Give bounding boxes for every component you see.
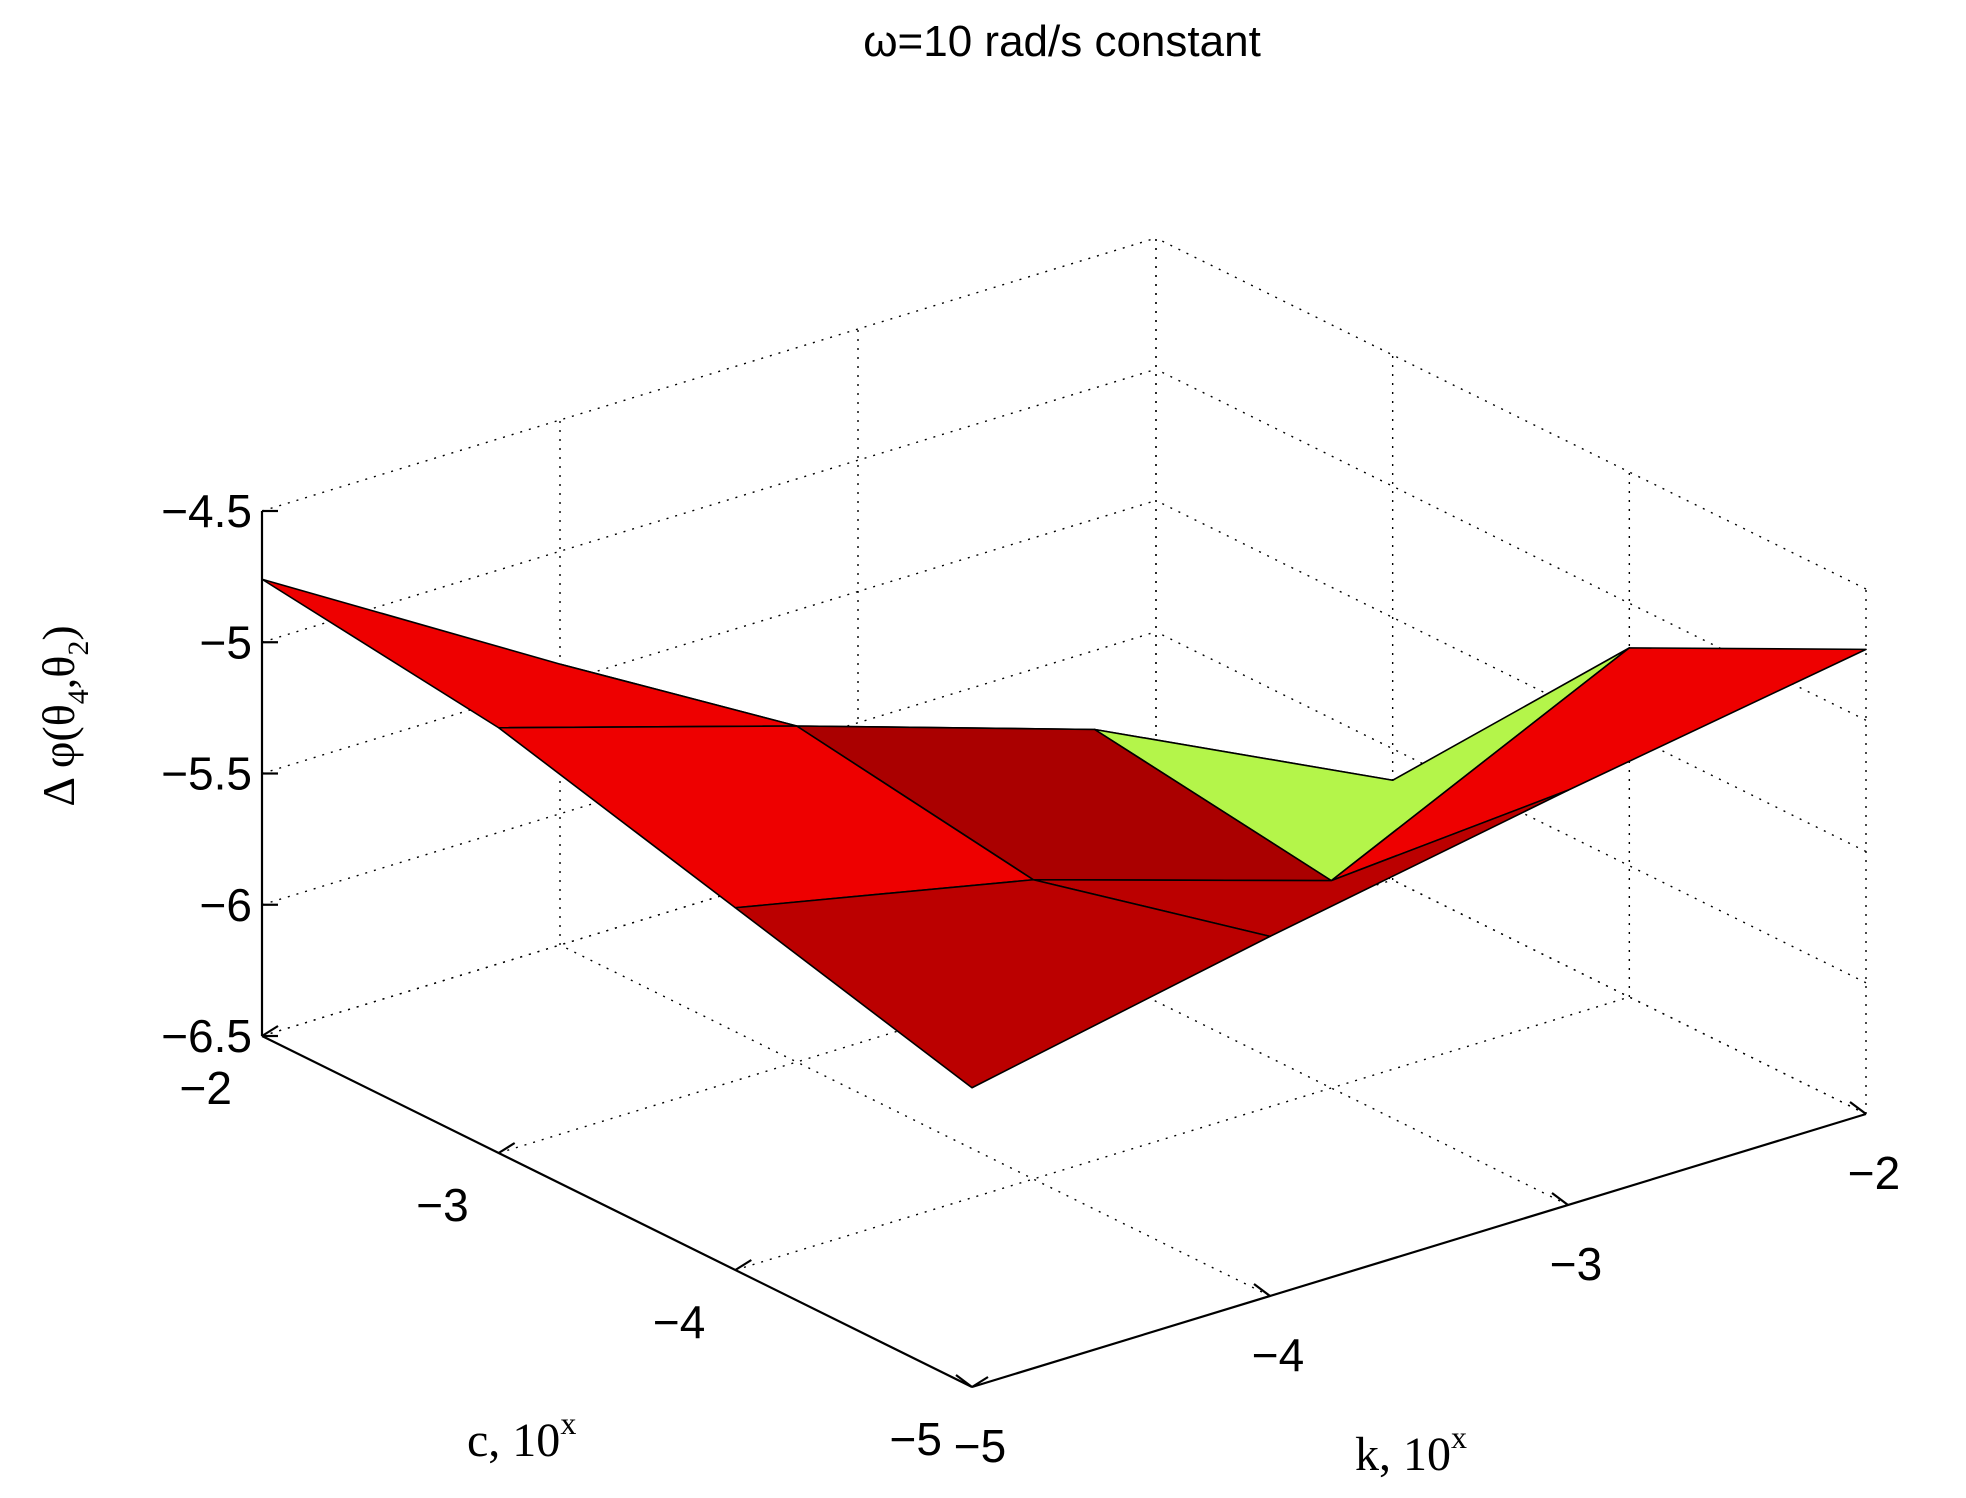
x-tick xyxy=(1551,1192,1569,1206)
x-tick-label: −3 xyxy=(1550,1238,1602,1290)
z-tick-label: −6.5 xyxy=(161,1010,252,1062)
y-axis-label: c, 10x xyxy=(467,1405,576,1467)
y-axis-line xyxy=(261,1035,973,1388)
x-tick-label: −4 xyxy=(1252,1329,1304,1381)
x-tick-label: −5 xyxy=(954,1420,1006,1472)
grid-line-z-side xyxy=(1155,368,1867,721)
z-tick-label: −6 xyxy=(200,879,252,931)
x-axis-label-main: k, 10 xyxy=(1355,1428,1451,1481)
x-tick-label: −2 xyxy=(1848,1147,1900,1199)
z-tick-label: −4.5 xyxy=(161,485,252,537)
y-tick-label: −5 xyxy=(890,1413,942,1465)
y-tick xyxy=(971,1376,989,1388)
x-axis-line xyxy=(971,1112,1867,1389)
grid-line-z-back xyxy=(261,368,1157,643)
x-axis-label: k, 10x xyxy=(1355,1419,1467,1481)
y-tick-label: −4 xyxy=(653,1296,705,1348)
z-tick-label: −5 xyxy=(200,616,252,668)
surface-patch xyxy=(1330,647,1867,882)
x-axis-label-sup: x xyxy=(1451,1419,1467,1455)
z-axis-label-post: ) xyxy=(33,625,84,640)
surface-patch xyxy=(261,578,798,729)
surface-patch xyxy=(734,878,1271,1089)
z-axis-label-sub1: 4 xyxy=(62,689,95,704)
tick-labels: −5−4−3−2−5−4−3−2−6.5−6−5.5−5−4.5 xyxy=(161,485,1900,1472)
grid-line-y-floor xyxy=(735,996,1630,1271)
grid-line-z-side xyxy=(1155,499,1867,853)
grid-line-z-side xyxy=(1155,237,1867,590)
grid-line-z-back xyxy=(261,237,1157,512)
grid-line-x-floor xyxy=(1155,762,1867,1115)
y-tick xyxy=(261,1025,279,1037)
y-axis-label-sup: x xyxy=(560,1405,576,1441)
z-axis-label-sub2: 2 xyxy=(62,641,95,656)
z-axis-label-mid: ,θ xyxy=(33,656,84,690)
surface xyxy=(261,578,1867,1089)
x-tick xyxy=(955,1374,973,1388)
z-tick-label: −5.5 xyxy=(161,748,252,800)
chart-title: ω=10 rad/s constant xyxy=(863,17,1261,66)
z-axis-label: Δ φ(θ4,θ2) xyxy=(33,625,95,806)
y-axis-label-main: c, 10 xyxy=(467,1414,560,1467)
x-tick xyxy=(1849,1101,1867,1115)
y-tick xyxy=(734,1259,752,1271)
y-tick xyxy=(498,1142,516,1154)
axis-lines xyxy=(260,509,1867,1389)
grid-line-x-floor xyxy=(559,944,1271,1297)
y-tick-label: −2 xyxy=(180,1062,232,1114)
grid-line-x-floor xyxy=(857,853,1569,1206)
z-axis-label-pre: Δ φ(θ xyxy=(33,704,84,806)
x-tick xyxy=(1253,1283,1271,1297)
y-tick-label: −3 xyxy=(416,1179,468,1231)
